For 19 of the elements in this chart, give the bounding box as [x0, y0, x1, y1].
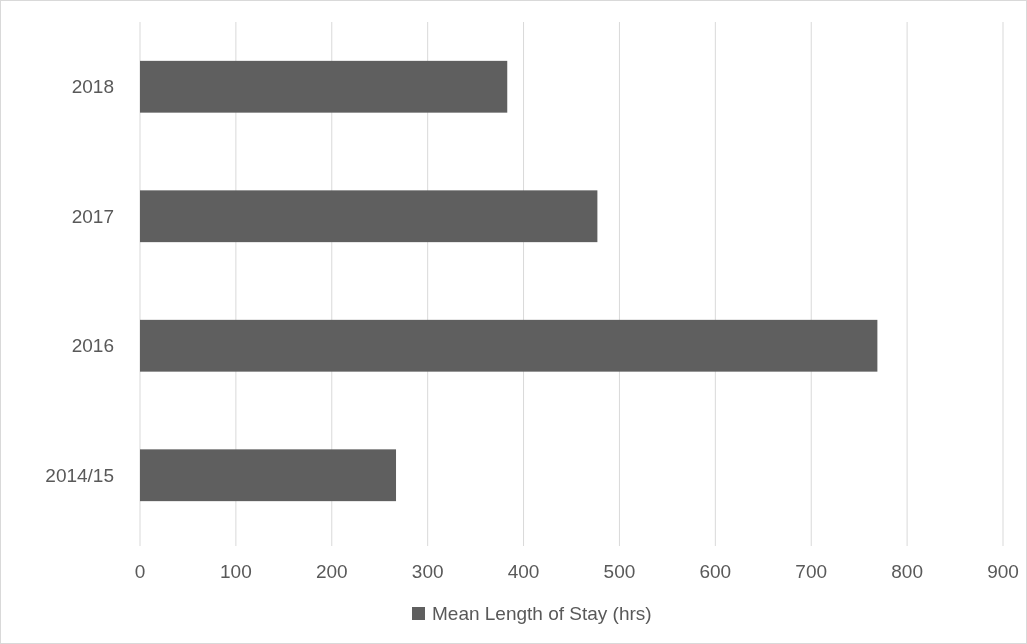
x-tick-label: 900 [987, 561, 1019, 582]
y-tick-label: 2016 [71, 335, 114, 357]
x-tick-label: 600 [699, 561, 732, 582]
y-tick-label: 2017 [71, 205, 114, 227]
bar [140, 190, 598, 243]
x-tick-label: 0 [134, 561, 146, 582]
legend-label: Mean Length of Stay (hrs) [432, 603, 652, 624]
x-tick-label: 700 [795, 561, 828, 582]
y-tick-label: 2014/15 [45, 464, 114, 486]
x-tick-label: 200 [315, 561, 348, 582]
x-tick-label: 400 [507, 561, 540, 582]
bar [140, 60, 508, 113]
x-tick-label: 100 [220, 561, 252, 582]
x-tick-label: 800 [891, 561, 923, 582]
y-tick-label: 2018 [71, 76, 114, 98]
x-tick-label: 500 [603, 561, 636, 582]
x-tick-label: 300 [411, 561, 444, 582]
bar [140, 449, 397, 502]
bar [140, 319, 878, 372]
